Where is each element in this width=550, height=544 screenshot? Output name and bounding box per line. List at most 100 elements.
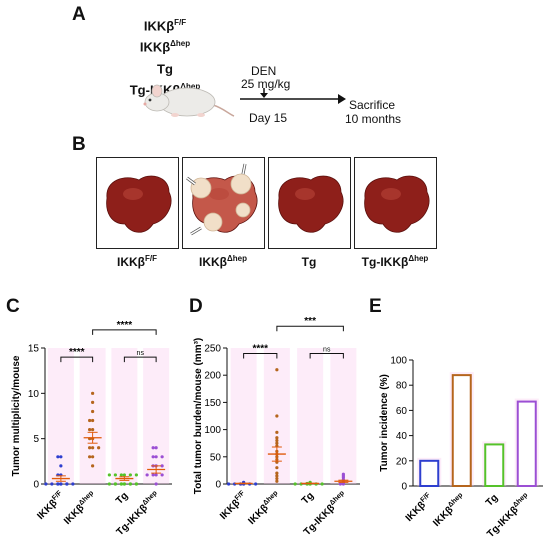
x-tick-label-base: Tg bbox=[484, 492, 500, 508]
x-tick-label-sup: F/F bbox=[51, 489, 64, 502]
liver-shape bbox=[364, 175, 430, 233]
data-point bbox=[320, 482, 324, 486]
significance-label: ns bbox=[323, 346, 331, 353]
data-point bbox=[107, 482, 111, 486]
data-point bbox=[254, 482, 258, 486]
data-point bbox=[154, 482, 158, 486]
group-halo bbox=[111, 348, 138, 484]
y-tick-label: 5 bbox=[33, 434, 39, 445]
nodule-arrow bbox=[186, 177, 196, 185]
liver-shape bbox=[278, 175, 344, 233]
data-point bbox=[91, 418, 95, 423]
data-point bbox=[59, 455, 63, 459]
data-point bbox=[275, 414, 279, 418]
liver-shape bbox=[106, 175, 172, 233]
y-tick-label: 10 bbox=[28, 389, 40, 400]
data-point bbox=[338, 482, 342, 486]
group-halo bbox=[330, 348, 357, 484]
liver-highlight bbox=[209, 188, 229, 200]
data-point bbox=[275, 441, 279, 445]
liver-label: Tg bbox=[301, 255, 317, 269]
data-point bbox=[275, 436, 279, 440]
significance-label: **** bbox=[69, 347, 85, 358]
data-point bbox=[122, 482, 126, 486]
liver-photo-3 bbox=[268, 157, 351, 249]
data-point bbox=[71, 482, 75, 486]
data-point bbox=[113, 473, 117, 477]
significance-bracket bbox=[276, 325, 344, 332]
bar bbox=[516, 400, 537, 487]
group-halo bbox=[143, 348, 170, 484]
liver-image bbox=[106, 175, 172, 233]
x-tick-label-sup: F/F bbox=[419, 491, 432, 504]
data-point bbox=[91, 391, 95, 395]
liver-label: IKKβΔhep bbox=[199, 254, 247, 269]
data-point bbox=[56, 482, 60, 486]
data-point bbox=[160, 473, 164, 477]
data-point bbox=[275, 476, 279, 481]
data-point bbox=[145, 473, 149, 477]
y-tick-label: 100 bbox=[204, 425, 221, 436]
data-point bbox=[151, 455, 155, 459]
data-point bbox=[275, 471, 279, 475]
timeline-duration: 10 months bbox=[345, 112, 402, 126]
data-point bbox=[227, 482, 231, 486]
y-tick-label: 100 bbox=[390, 356, 407, 367]
data-point bbox=[275, 430, 279, 434]
data-point bbox=[97, 446, 101, 450]
data-point bbox=[91, 400, 95, 404]
nodule-arrow bbox=[242, 163, 246, 175]
x-tick-label: Tg bbox=[300, 490, 316, 506]
data-point bbox=[151, 446, 155, 450]
genotype-item: Tg bbox=[157, 60, 173, 76]
data-point bbox=[59, 464, 63, 468]
y-tick-label: 50 bbox=[210, 452, 222, 463]
data-point bbox=[160, 464, 164, 468]
data-point bbox=[275, 466, 279, 470]
data-point bbox=[128, 473, 132, 477]
y-tick-label: 20 bbox=[396, 456, 408, 467]
bar bbox=[419, 459, 440, 488]
y-tick-label: 0 bbox=[33, 480, 39, 491]
timeline-end: Sacrifice bbox=[349, 98, 396, 112]
significance-bracket bbox=[92, 329, 157, 335]
significance-label: *** bbox=[304, 316, 316, 327]
data-point bbox=[113, 482, 117, 486]
x-tick-label: IKKβΔhep bbox=[61, 490, 98, 527]
data-point bbox=[134, 473, 138, 477]
data-point bbox=[88, 428, 92, 432]
timeline-arrow bbox=[240, 88, 346, 104]
y-tick-label: 200 bbox=[204, 371, 221, 382]
panel-label-d: D bbox=[189, 296, 203, 317]
panel-label-b: B bbox=[72, 134, 86, 155]
data-point bbox=[65, 482, 69, 486]
data-point bbox=[119, 473, 123, 477]
liver-image bbox=[278, 175, 344, 233]
data-point bbox=[275, 368, 279, 372]
x-tick-label: IKKβF/F bbox=[217, 489, 250, 522]
y-tick-label: 60 bbox=[396, 406, 408, 417]
data-point bbox=[275, 474, 279, 478]
bar bbox=[484, 443, 505, 487]
significance-label: **** bbox=[252, 343, 268, 354]
data-point bbox=[128, 482, 132, 486]
x-tick-label-sup: Δhep bbox=[78, 490, 95, 507]
y-tick-label: 250 bbox=[204, 344, 221, 355]
data-point bbox=[275, 479, 279, 483]
data-point bbox=[88, 455, 92, 459]
significance-bracket bbox=[123, 356, 157, 363]
group-halo bbox=[79, 348, 106, 484]
data-point bbox=[341, 472, 345, 476]
x-tick-label: IKKβΔhep bbox=[431, 492, 468, 529]
x-tick-label-base: Tg bbox=[300, 490, 316, 506]
data-point bbox=[107, 473, 111, 477]
liver-highlight bbox=[381, 188, 401, 200]
y-tick-label: 150 bbox=[204, 398, 221, 409]
genotype-item: IKKβΔhep bbox=[139, 39, 191, 55]
data-point bbox=[151, 473, 155, 477]
y-tick-label: 15 bbox=[28, 344, 40, 355]
x-tick-label-base: Tg-IKKβ bbox=[302, 503, 337, 538]
liver-label: IKKβF/F bbox=[117, 254, 157, 269]
